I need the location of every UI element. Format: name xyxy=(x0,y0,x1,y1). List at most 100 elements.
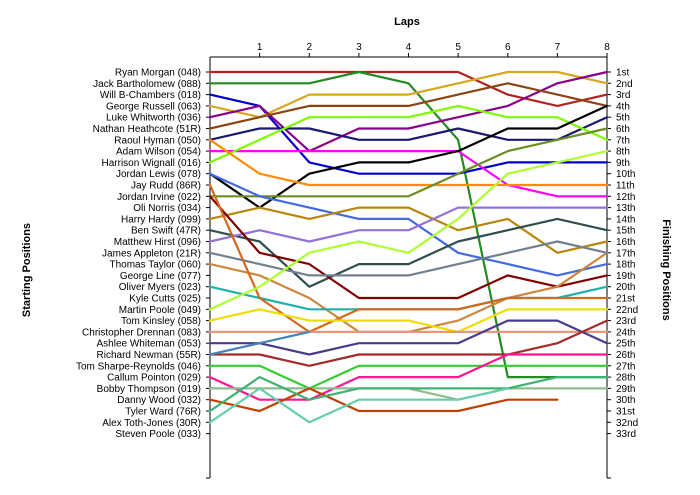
starting-position-labels: Ryan Morgan (048)Jack Bartholomew (088)W… xyxy=(76,68,201,441)
series-line xyxy=(208,70,609,119)
finishing-position-label: 16th xyxy=(616,237,635,248)
series-line xyxy=(208,104,609,209)
lap-tick-label: 5 xyxy=(455,42,461,53)
starting-position-label: Matthew Hirst (096) xyxy=(114,237,201,248)
finishing-position-label: 7th xyxy=(616,135,630,146)
series-line xyxy=(208,70,609,107)
finishing-positions-axis-label: Finishing Positions xyxy=(660,219,672,320)
series-line xyxy=(208,387,509,424)
starting-position-label: Oli Norris (034) xyxy=(133,203,201,214)
starting-position-label: Harrison Wignall (016) xyxy=(102,158,201,169)
finishing-position-label: 8th xyxy=(616,147,630,158)
starting-position-label: Harry Hardy (099) xyxy=(121,214,201,225)
starting-position-label: Ryan Morgan (048) xyxy=(115,68,201,79)
starting-position-label: George Line (077) xyxy=(120,271,201,282)
starting-position-label: Callum Pointon (029) xyxy=(107,373,201,384)
series-line xyxy=(208,330,311,356)
axes xyxy=(206,56,611,479)
series-line xyxy=(208,172,609,277)
series-line xyxy=(208,387,559,413)
series-line xyxy=(208,319,609,367)
finishing-position-label: 15th xyxy=(616,226,635,237)
lap-tick-label: 4 xyxy=(406,42,412,53)
starting-position-label: Alex Toth-Jones (30R) xyxy=(102,418,201,429)
starting-position-label: Martin Poole (049) xyxy=(119,305,201,316)
starting-positions-axis-label: Starting Positions xyxy=(21,223,33,317)
finishing-position-label: 3rd xyxy=(616,90,630,101)
series-line xyxy=(208,82,609,130)
finishing-position-label: 2nd xyxy=(616,79,633,90)
series-line xyxy=(208,127,609,198)
finishing-position-label: 30th xyxy=(616,395,635,406)
chart-title: Laps xyxy=(394,16,420,28)
starting-position-label: Thomas Taylor (060) xyxy=(109,260,201,271)
series-line xyxy=(208,308,609,333)
finishing-position-label: 20th xyxy=(616,282,635,293)
series-line xyxy=(208,93,609,175)
starting-position-label: Steven Poole (033) xyxy=(115,429,201,440)
starting-position-label: James Appleton (21R) xyxy=(102,248,201,259)
lap-tick-labels: 1 2 3 4 5 6 7 8 xyxy=(257,42,610,57)
series-line xyxy=(208,364,609,390)
finishing-position-label: 11th xyxy=(616,181,635,192)
series-line xyxy=(208,206,609,243)
starting-position-label: Danny Wood (032) xyxy=(117,395,201,406)
finishing-position-label: 22nd xyxy=(616,305,638,316)
finishing-position-label: 12th xyxy=(616,192,635,203)
finishing-position-label: 25th xyxy=(616,339,635,350)
lap-tick-label: 2 xyxy=(306,42,312,53)
lap-tick-label: 8 xyxy=(604,42,610,53)
series-line xyxy=(208,206,609,254)
series-line xyxy=(208,150,609,311)
series-line xyxy=(208,116,609,141)
lap-tick-label: 3 xyxy=(356,42,362,53)
starting-position-label: Tom Kinsley (058) xyxy=(121,316,201,327)
starting-position-label: Bobby Thompson (019) xyxy=(97,384,201,395)
finishing-position-label: 31st xyxy=(616,407,635,418)
finishing-position-label: 28th xyxy=(616,373,635,384)
starting-position-label: Nathan Heathcote (51R) xyxy=(93,124,201,135)
series-line xyxy=(208,150,609,198)
starting-position-label: Ben Swift (47R) xyxy=(131,226,201,237)
series-lines xyxy=(208,70,609,424)
lap-tick-label: 6 xyxy=(505,42,511,53)
finishing-position-label: 29th xyxy=(616,384,635,395)
finishing-position-label: 27th xyxy=(616,361,635,372)
starting-position-label: Tom Sharpe-Reynolds (046) xyxy=(76,361,201,372)
starting-position-label: Ashlee Whiteman (053) xyxy=(97,339,202,350)
starting-position-label: Jordan Lewis (078) xyxy=(116,169,201,180)
series-line xyxy=(208,104,609,164)
starting-position-label: George Russell (063) xyxy=(106,101,201,112)
starting-position-label: Richard Newman (55R) xyxy=(97,350,201,361)
lap-tick-label: 7 xyxy=(555,42,561,53)
series-line xyxy=(208,183,609,333)
finishing-position-label: 17th xyxy=(616,248,635,259)
finishing-position-label: 32nd xyxy=(616,418,638,429)
finishing-position-label: 33rd xyxy=(616,429,636,440)
finishing-position-label: 26th xyxy=(616,350,635,361)
series-line xyxy=(208,70,609,379)
starting-position-label: Raoul Hyman (050) xyxy=(114,135,201,146)
finishing-position-label: 4th xyxy=(616,101,630,112)
starting-position-label: Luke Whitworth (036) xyxy=(106,113,201,124)
finishing-position-label: 1st xyxy=(616,68,630,79)
starting-position-label: Will B-Chambers (018) xyxy=(100,90,201,101)
finishing-position-labels: 1st2nd3rd4th5th6th7th8th9th10th11th12th1… xyxy=(616,68,638,441)
starting-position-label: Jack Bartholomew (088) xyxy=(93,79,201,90)
series-line xyxy=(208,195,609,300)
finishing-position-label: 6th xyxy=(616,124,630,135)
finishing-position-label: 5th xyxy=(616,113,630,124)
series-line xyxy=(208,138,609,187)
finishing-position-label: 18th xyxy=(616,260,635,271)
starting-position-label: Jordan Irvine (022) xyxy=(117,192,201,203)
starting-position-label: Tyler Ward (76R) xyxy=(125,407,201,418)
series-line xyxy=(208,240,609,277)
finishing-position-label: 24th xyxy=(616,327,635,338)
finishing-position-label: 10th xyxy=(616,169,635,180)
finishing-position-label: 19th xyxy=(616,271,635,282)
starting-position-label: Jay Rudd (86R) xyxy=(131,181,201,192)
starting-position-label: Oliver Myers (023) xyxy=(119,282,201,293)
finishing-position-label: 14th xyxy=(616,214,635,225)
starting-position-label: Christopher Drennan (083) xyxy=(82,327,201,338)
